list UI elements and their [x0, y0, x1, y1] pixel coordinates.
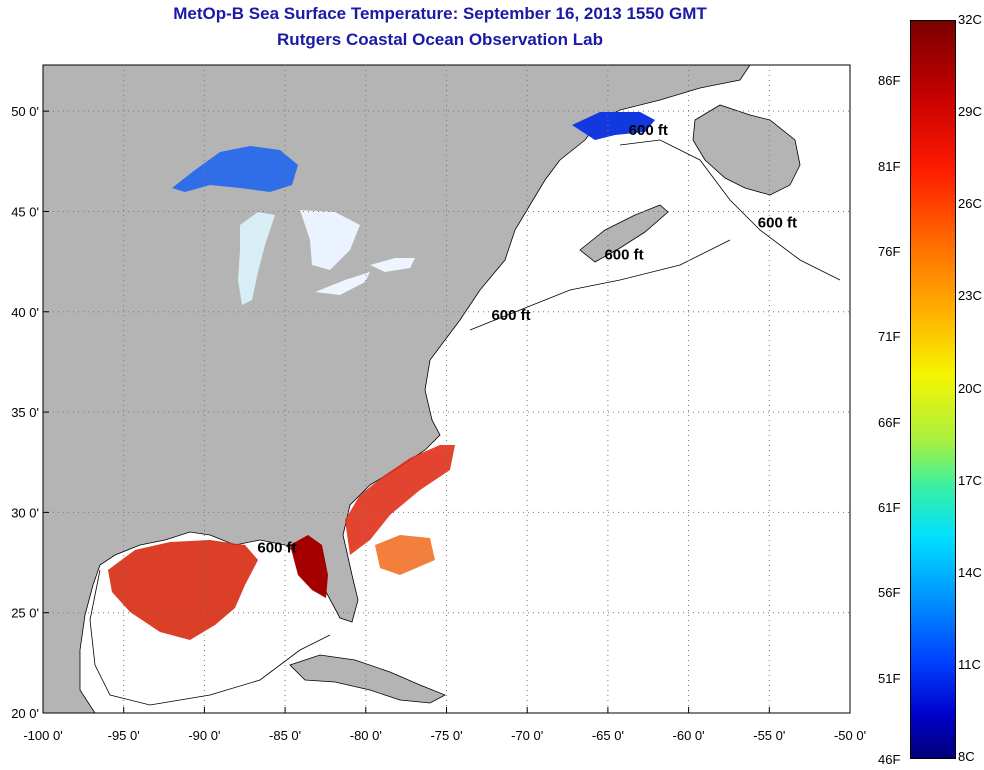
contour-label: 600 ft	[758, 215, 797, 232]
x-tick-label: -65 0'	[592, 728, 624, 743]
y-tick-label: 30 0'	[11, 505, 39, 520]
map-title: MetOp-B Sea Surface Temperature: Septemb…	[173, 4, 707, 23]
y-tick-label: 25 0'	[11, 606, 39, 621]
y-tick-label: 20 0'	[11, 706, 39, 721]
nova-scotia-land	[579, 204, 669, 263]
lake-ontario	[370, 258, 415, 272]
lake-erie	[315, 272, 370, 295]
x-tick-label: -95 0'	[108, 728, 140, 743]
y-tick-label: 50 0'	[11, 104, 39, 119]
colorbar-fahrenheit-label: 86F	[878, 73, 901, 89]
y-tick-label: 35 0'	[11, 405, 39, 420]
newfoundland-land	[692, 104, 801, 196]
cuba-land	[289, 654, 446, 704]
colorbar-fahrenheit-label: 56F	[878, 585, 901, 601]
colorbar-fahrenheit-label: 76F	[878, 244, 901, 260]
colorbar-celsius-label: 14C	[958, 564, 982, 580]
colorbar-celsius-label: 32C	[958, 12, 982, 27]
colorbar-celsius-label: 11C	[958, 656, 981, 672]
atlantic-patch-sst	[375, 535, 435, 575]
contour-labels: 600 ft 600 ft 600 ft 600 ft 600 ft	[257, 122, 797, 556]
florida-gulf-sst	[290, 535, 328, 598]
lake-huron	[300, 210, 360, 270]
colorbar-celsius-label: 8C	[958, 749, 975, 764]
x-tick-label: -90 0'	[188, 728, 220, 743]
contour-label: 600 ft	[604, 247, 643, 264]
axis-ticks: -100 0' -95 0' -90 0' -85 0' -80 0' -75 0' -70…	[11, 104, 866, 743]
colorbar-fahrenheit-label: 66F	[878, 414, 901, 430]
st-lawrence-water	[572, 112, 655, 140]
x-tick-label: -70 0'	[511, 728, 543, 743]
grid-lines	[43, 65, 850, 713]
y-tick-label: 45 0'	[11, 204, 39, 219]
gulf-mexico-sst	[108, 540, 258, 640]
colorbar-fahrenheit-label: 81F	[878, 158, 901, 174]
contour-label: 600 ft	[491, 307, 530, 324]
colorbar-fahrenheit-label: 46F	[878, 752, 901, 767]
contour-600ft-north	[619, 139, 841, 281]
colorbar-celsius-label: 23C	[958, 288, 982, 304]
contour-label: 600 ft	[629, 122, 668, 139]
gulf-stream-sst	[345, 445, 455, 555]
colorbar-fahrenheit-label: 51F	[878, 670, 901, 686]
contour-600ft-gulf	[89, 569, 331, 706]
colorbar-fahrenheit-label: 61F	[878, 499, 901, 515]
x-tick-label: -75 0'	[430, 728, 462, 743]
x-tick-label: -55 0'	[753, 728, 785, 743]
map-layers	[43, 65, 841, 713]
x-tick-label: -80 0'	[350, 728, 382, 743]
x-tick-label: -60 0'	[673, 728, 705, 743]
lake-superior	[172, 146, 298, 192]
temperature-colorbar	[910, 20, 956, 759]
colorbar-fahrenheit-label: 71F	[878, 329, 901, 345]
colorbar-celsius-label: 26C	[958, 196, 982, 212]
colorbar-celsius-label: 29C	[958, 104, 982, 120]
x-tick-label: -50 0'	[834, 728, 866, 743]
colorbar-celsius-label: 17C	[958, 472, 982, 488]
y-tick-label: 40 0'	[11, 305, 39, 320]
colorbar-celsius-label: 20C	[958, 380, 982, 396]
map-subtitle: Rutgers Coastal Ocean Observation Lab	[277, 30, 603, 49]
x-tick-label: -100 0'	[23, 728, 62, 743]
x-tick-label: -85 0'	[269, 728, 301, 743]
lake-michigan	[238, 212, 275, 305]
contour-label: 600 ft	[257, 540, 296, 557]
